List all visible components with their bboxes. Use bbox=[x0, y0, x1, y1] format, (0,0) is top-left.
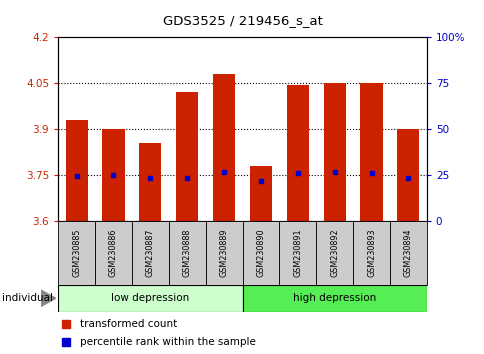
Bar bbox=[139, 143, 161, 221]
Bar bbox=[95, 221, 132, 285]
Text: GSM230889: GSM230889 bbox=[219, 229, 228, 278]
Text: GSM230892: GSM230892 bbox=[330, 229, 338, 278]
Text: percentile rank within the sample: percentile rank within the sample bbox=[80, 337, 256, 347]
Bar bbox=[102, 129, 124, 221]
Bar bbox=[352, 221, 389, 285]
Bar bbox=[323, 83, 345, 221]
Bar bbox=[389, 221, 426, 285]
Bar bbox=[249, 166, 272, 221]
Text: GSM230885: GSM230885 bbox=[72, 229, 81, 278]
Text: GSM230887: GSM230887 bbox=[146, 229, 154, 278]
Polygon shape bbox=[41, 290, 56, 306]
Bar bbox=[279, 221, 316, 285]
Bar bbox=[212, 74, 235, 221]
Bar bbox=[58, 285, 242, 312]
Text: GSM230891: GSM230891 bbox=[293, 229, 302, 278]
Text: GSM230894: GSM230894 bbox=[403, 229, 412, 278]
Text: low depression: low depression bbox=[111, 293, 189, 303]
Bar bbox=[242, 221, 279, 285]
Bar bbox=[176, 92, 198, 221]
Bar bbox=[286, 85, 308, 221]
Bar bbox=[132, 221, 168, 285]
Text: GDS3525 / 219456_s_at: GDS3525 / 219456_s_at bbox=[162, 13, 322, 27]
Text: GSM230886: GSM230886 bbox=[109, 229, 118, 277]
Bar bbox=[58, 221, 95, 285]
Bar bbox=[168, 221, 205, 285]
Text: transformed count: transformed count bbox=[80, 319, 177, 329]
Text: individual: individual bbox=[2, 293, 53, 303]
Bar bbox=[242, 285, 426, 312]
Bar bbox=[205, 221, 242, 285]
Text: GSM230893: GSM230893 bbox=[366, 229, 375, 278]
Text: GSM230890: GSM230890 bbox=[256, 229, 265, 278]
Text: high depression: high depression bbox=[292, 293, 376, 303]
Bar bbox=[396, 129, 419, 221]
Bar bbox=[316, 221, 352, 285]
Bar bbox=[360, 83, 382, 221]
Text: GSM230888: GSM230888 bbox=[182, 229, 191, 277]
Bar bbox=[65, 120, 88, 221]
